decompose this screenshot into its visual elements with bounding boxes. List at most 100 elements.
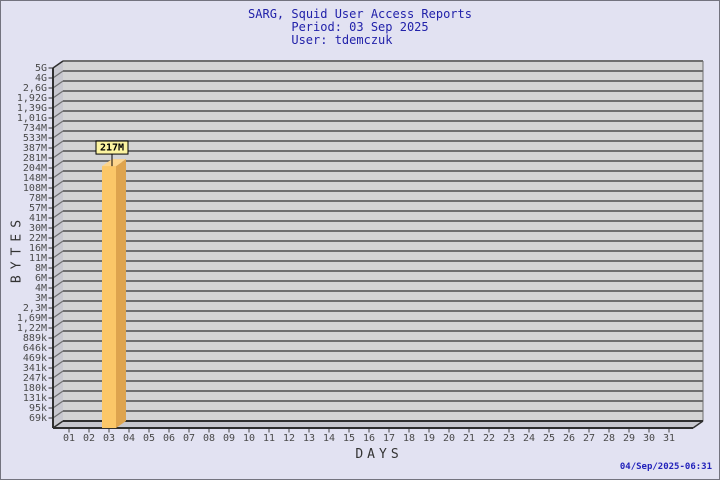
y-tick-label: 95k bbox=[29, 403, 47, 414]
y-tick-label: 131k bbox=[23, 393, 47, 404]
y-tick-label: 6M bbox=[35, 273, 47, 284]
x-day-label: 23 bbox=[503, 433, 515, 444]
x-day-label: 06 bbox=[163, 433, 175, 444]
y-tick-label: 889k bbox=[23, 333, 47, 344]
wall-diagonal bbox=[52, 340, 64, 349]
y-tick-label: 108M bbox=[23, 183, 47, 194]
wall-diagonal bbox=[52, 310, 64, 319]
x-day-label: 14 bbox=[323, 433, 335, 444]
y-tick-label: 30M bbox=[29, 223, 47, 234]
wall-diagonal bbox=[52, 110, 64, 119]
y-tick-label: 646k bbox=[23, 343, 47, 354]
wall-diagonal bbox=[52, 140, 64, 149]
x-day-label: 01 bbox=[63, 433, 75, 444]
wall-diagonal bbox=[52, 220, 64, 229]
wall-diagonal bbox=[52, 400, 64, 409]
y-tick-label: 57M bbox=[29, 203, 47, 214]
x-day-label: 11 bbox=[263, 433, 275, 444]
wall-diagonal bbox=[52, 100, 64, 109]
y-tick-label: 4G bbox=[35, 73, 47, 84]
bar-top-face bbox=[102, 159, 126, 167]
x-day-label: 30 bbox=[643, 433, 655, 444]
wall-diagonal bbox=[52, 360, 64, 369]
x-day-label: 17 bbox=[383, 433, 395, 444]
x-day-label: 20 bbox=[443, 433, 455, 444]
wall-diagonal bbox=[52, 240, 64, 249]
wall-diagonal bbox=[52, 290, 64, 299]
y-tick-label: 8M bbox=[35, 263, 47, 274]
wall-diagonal bbox=[52, 190, 64, 199]
wall-diagonal bbox=[52, 120, 64, 129]
chart-floor bbox=[53, 421, 703, 428]
x-day-label: 22 bbox=[483, 433, 495, 444]
wall-diagonal bbox=[52, 80, 64, 89]
wall-diagonal bbox=[52, 70, 64, 79]
y-tick-label: 533M bbox=[23, 133, 47, 144]
wall-diagonal bbox=[52, 130, 64, 139]
wall-diagonal bbox=[52, 410, 64, 419]
x-day-label: 28 bbox=[603, 433, 615, 444]
y-tick-label: 2,3M bbox=[23, 303, 47, 314]
y-tick-label: 22M bbox=[29, 233, 47, 244]
x-day-label: 29 bbox=[623, 433, 635, 444]
wall-diagonal bbox=[52, 230, 64, 239]
wall-diagonal bbox=[52, 210, 64, 219]
wall-diagonal bbox=[52, 200, 64, 209]
x-day-label: 07 bbox=[183, 433, 195, 444]
x-day-label: 18 bbox=[403, 433, 415, 444]
wall-diagonal bbox=[52, 380, 64, 389]
y-tick-label: 180k bbox=[23, 383, 47, 394]
y-tick-label: 16M bbox=[29, 243, 47, 254]
y-tick-label: 247k bbox=[23, 373, 47, 384]
chart-user: User: tdemczuk bbox=[291, 33, 393, 47]
y-tick-label: 204M bbox=[23, 163, 47, 174]
y-tick-label: 341k bbox=[23, 363, 47, 374]
wall-diagonal bbox=[52, 270, 64, 279]
chart-period: Period: 03 Sep 2025 bbox=[291, 20, 429, 34]
x-day-label: 10 bbox=[243, 433, 255, 444]
x-axis-title: DAYS bbox=[355, 447, 403, 462]
y-tick-label: 11M bbox=[29, 253, 47, 264]
wall-diagonal bbox=[52, 180, 64, 189]
y-tick-label: 1,39G bbox=[17, 103, 47, 114]
wall-diagonal bbox=[52, 150, 64, 159]
x-day-label: 26 bbox=[563, 433, 575, 444]
generated-timestamp: 04/Sep/2025-06:31 bbox=[619, 462, 712, 472]
wall-diagonal bbox=[52, 260, 64, 269]
x-day-label: 21 bbox=[463, 433, 475, 444]
bar-value-label: 217M bbox=[100, 143, 124, 154]
x-day-label: 05 bbox=[143, 433, 155, 444]
bar-front-face bbox=[102, 166, 116, 429]
x-day-label: 12 bbox=[283, 433, 295, 444]
corner-edge-top-left bbox=[52, 60, 64, 69]
wall-diagonal bbox=[52, 280, 64, 289]
x-day-label: 27 bbox=[583, 433, 595, 444]
chart-title: SARG, Squid User Access Reports bbox=[248, 7, 472, 21]
wall-diagonal bbox=[52, 330, 64, 339]
bar-side-face bbox=[116, 159, 126, 429]
y-tick-label: 387M bbox=[23, 143, 47, 154]
wall-diagonal bbox=[52, 300, 64, 309]
x-day-label: 19 bbox=[423, 433, 435, 444]
y-tick-label: 1,22M bbox=[17, 323, 47, 334]
corner-edge-bottom-left bbox=[52, 420, 64, 429]
x-day-label: 03 bbox=[103, 433, 115, 444]
value-callout-box bbox=[95, 140, 129, 155]
x-day-label: 25 bbox=[543, 433, 555, 444]
x-day-label: 09 bbox=[223, 433, 235, 444]
corner-edge-bottom-right bbox=[692, 420, 704, 429]
wall-diagonal bbox=[52, 170, 64, 179]
y-tick-label: 469k bbox=[23, 353, 47, 364]
y-tick-label: 148M bbox=[23, 173, 47, 184]
wall-diagonal bbox=[52, 90, 64, 99]
y-tick-label: 5G bbox=[35, 63, 47, 74]
y-tick-label: 281M bbox=[23, 153, 47, 164]
wall-diagonal bbox=[52, 350, 64, 359]
y-tick-label: 1,01G bbox=[17, 113, 47, 124]
x-day-label: 02 bbox=[83, 433, 95, 444]
x-day-label: 15 bbox=[343, 433, 355, 444]
y-tick-label: 734M bbox=[23, 123, 47, 134]
chart-header: SARG, Squid User Access Reports Period: … bbox=[1, 8, 719, 47]
